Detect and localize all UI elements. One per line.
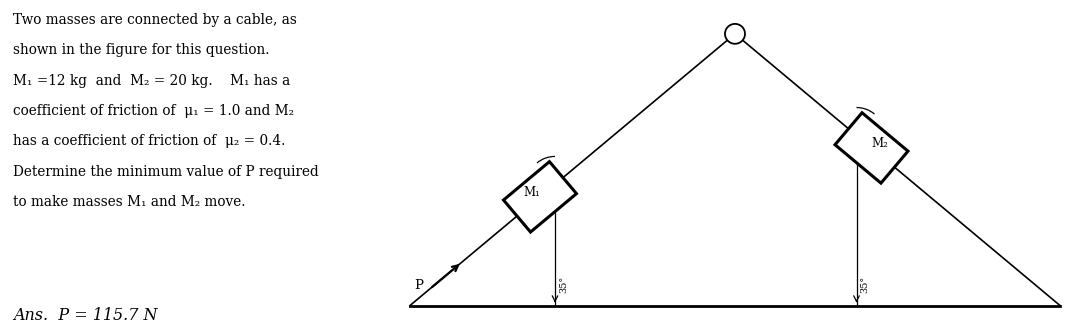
Text: P: P: [414, 279, 423, 292]
Text: 35°: 35°: [559, 275, 568, 292]
Text: to make masses M₁ and M₂ move.: to make masses M₁ and M₂ move.: [13, 195, 246, 209]
Text: M₂: M₂: [871, 138, 888, 150]
Text: shown in the figure for this question.: shown in the figure for this question.: [13, 43, 269, 57]
Text: coefficient of friction of  μ₁ = 1.0 and M₂: coefficient of friction of μ₁ = 1.0 and …: [13, 104, 294, 118]
Text: Determine the minimum value of P required: Determine the minimum value of P require…: [13, 165, 319, 179]
Polygon shape: [835, 113, 908, 183]
Circle shape: [725, 24, 745, 44]
Text: Two masses are connected by a cable, as: Two masses are connected by a cable, as: [13, 13, 297, 27]
Text: 35°: 35°: [861, 275, 869, 292]
Text: Ans.  P = 115.7 N: Ans. P = 115.7 N: [13, 308, 157, 324]
Text: M₁: M₁: [524, 186, 541, 199]
Text: has a coefficient of friction of  μ₂ = 0.4.: has a coefficient of friction of μ₂ = 0.…: [13, 134, 285, 148]
Text: M₁ =12 kg  and  M₂ = 20 kg.    M₁ has a: M₁ =12 kg and M₂ = 20 kg. M₁ has a: [13, 74, 291, 88]
Polygon shape: [503, 162, 576, 232]
